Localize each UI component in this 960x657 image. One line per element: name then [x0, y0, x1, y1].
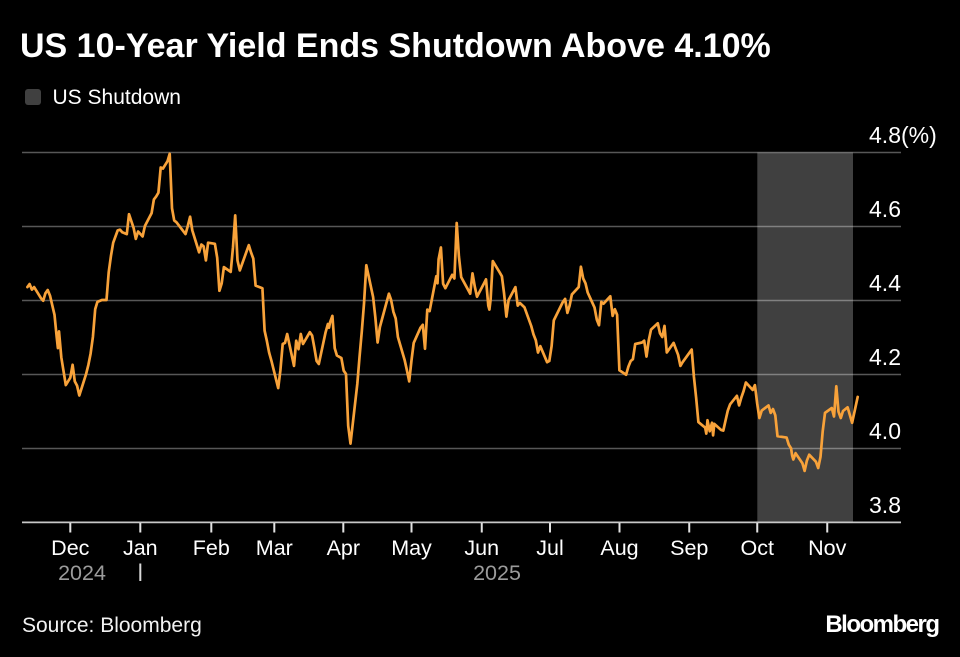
svg-text:4.6: 4.6 [869, 196, 901, 222]
svg-text:Apr: Apr [327, 536, 360, 560]
svg-text:4.0: 4.0 [869, 418, 901, 444]
svg-text:(%): (%) [901, 122, 937, 148]
svg-text:Dec: Dec [51, 536, 89, 560]
svg-text:4.4: 4.4 [869, 270, 901, 296]
svg-text:Mar: Mar [256, 536, 293, 560]
svg-text:3.8: 3.8 [869, 492, 901, 518]
svg-text:Jan: Jan [123, 536, 158, 560]
svg-text:Jul: Jul [536, 536, 563, 560]
svg-text:Aug: Aug [600, 536, 638, 560]
svg-text:Feb: Feb [193, 536, 230, 560]
svg-text:2024: 2024 [58, 561, 106, 585]
svg-text:Oct: Oct [741, 536, 774, 560]
svg-text:2025: 2025 [473, 561, 521, 585]
svg-text:4.2: 4.2 [869, 344, 901, 370]
svg-text:May: May [391, 536, 432, 560]
svg-text:Sep: Sep [670, 536, 708, 560]
svg-text:4.8: 4.8 [869, 122, 901, 148]
svg-text:Nov: Nov [808, 536, 846, 560]
svg-text:Jun: Jun [464, 536, 499, 560]
